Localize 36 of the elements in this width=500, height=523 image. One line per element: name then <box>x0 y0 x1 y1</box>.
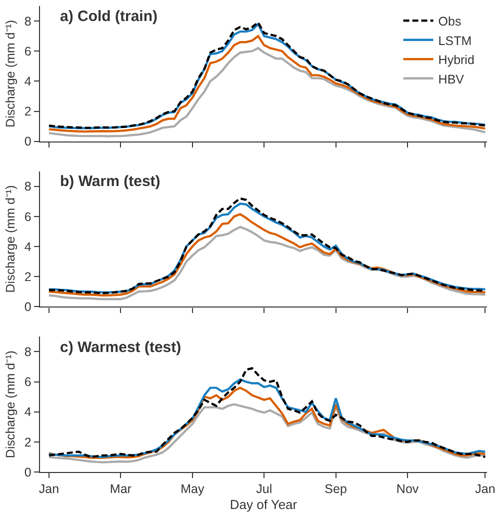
legend-label: Obs <box>438 14 462 28</box>
chart-title: b) Warm (test) <box>60 173 160 190</box>
legend-label: LSTM <box>438 34 472 48</box>
chart-title: c) Warmest (test) <box>60 339 182 356</box>
y-tick-label: 6 <box>24 44 32 58</box>
x-tick-label: Jan <box>475 482 496 496</box>
chart-title: a) Cold (train) <box>60 8 158 25</box>
line-series <box>48 226 486 300</box>
y-axis-title: Discharge (mm d⁻¹) <box>4 350 18 458</box>
y-tick-label: 0 <box>24 300 32 314</box>
x-tick-label: Jul <box>256 482 272 496</box>
y-tick-label: 6 <box>24 210 32 224</box>
x-tick-label: Nov <box>396 482 420 496</box>
y-tick-label: 2 <box>24 270 32 284</box>
y-tick-label: 4 <box>24 240 32 254</box>
line-series <box>48 47 486 138</box>
y-tick-label: 0 <box>24 134 32 149</box>
line-series <box>48 403 486 464</box>
y-tick-label: 6 <box>24 375 32 390</box>
x-tick-label: Mar <box>110 482 132 496</box>
y-axis-title: Discharge (mm d⁻¹) <box>4 20 18 128</box>
y-tick-label: 8 <box>24 345 32 360</box>
x-axis-title: Day of Year <box>230 496 298 512</box>
legend-label: HBV <box>438 72 465 86</box>
x-tick-label: Jan <box>38 482 60 496</box>
y-tick-label: 4 <box>24 405 32 420</box>
y-tick-label: 0 <box>24 465 32 480</box>
y-tick-label: 2 <box>24 435 32 450</box>
y-tick-label: 8 <box>24 14 32 28</box>
y-tick-label: 4 <box>24 74 32 89</box>
x-tick-label: May <box>180 482 205 496</box>
legend-label: Hybrid <box>438 53 474 67</box>
y-tick-label: 2 <box>24 104 32 119</box>
y-axis-title: Discharge (mm d⁻¹) <box>4 185 18 293</box>
y-tick-label: 8 <box>24 180 32 194</box>
x-tick-label: Sep <box>324 482 347 496</box>
